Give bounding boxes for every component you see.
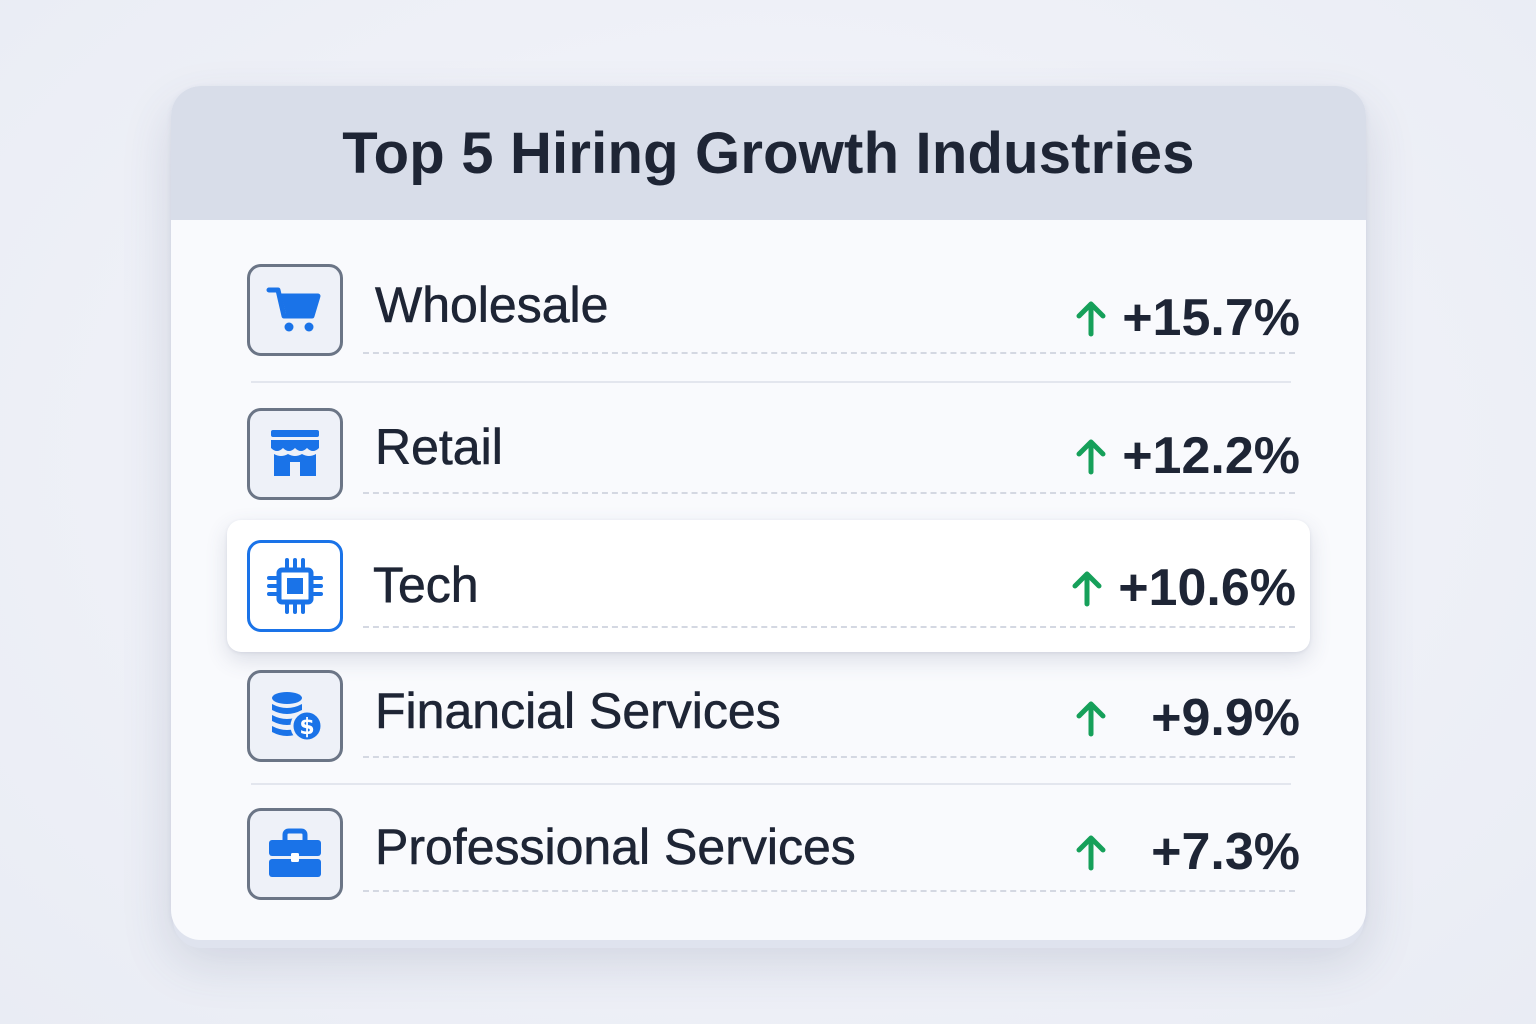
growth-change: +9.9% bbox=[1050, 688, 1300, 748]
row-separator bbox=[251, 381, 1291, 383]
industry-row-financial-services[interactable]: $ Financial Services +9.9% bbox=[227, 662, 1310, 782]
change-value: +12.2% bbox=[1122, 427, 1300, 485]
growth-change: +7.3% bbox=[1050, 822, 1300, 882]
arrow-up-icon bbox=[1076, 301, 1106, 337]
growth-change: +12.2% bbox=[1050, 426, 1300, 486]
card-title: Top 5 Hiring Growth Industries bbox=[342, 120, 1195, 186]
coins-dollar-icon: $ bbox=[247, 670, 343, 762]
row-divider bbox=[363, 890, 1295, 892]
row-divider bbox=[363, 492, 1295, 494]
industry-name: Professional Services bbox=[375, 819, 856, 876]
svg-text:$: $ bbox=[299, 715, 314, 740]
change-value: +15.7% bbox=[1122, 289, 1300, 347]
industry-row-wholesale[interactable]: Wholesale +15.7% bbox=[227, 252, 1310, 372]
storefront-icon bbox=[247, 408, 343, 500]
industry-row-retail[interactable]: Retail +12.2% bbox=[227, 396, 1310, 516]
change-value: +10.6% bbox=[1118, 559, 1296, 617]
arrow-up-icon bbox=[1072, 571, 1102, 607]
row-divider bbox=[363, 626, 1295, 628]
briefcase-icon bbox=[247, 808, 343, 900]
microchip-icon bbox=[247, 540, 343, 632]
shopping-cart-icon bbox=[247, 264, 343, 356]
growth-change: +10.6% bbox=[1046, 558, 1296, 618]
growth-change: +15.7% bbox=[1050, 288, 1300, 348]
row-divider bbox=[363, 352, 1295, 354]
industry-row-professional-services[interactable]: Professional Services +7.3% bbox=[227, 798, 1310, 918]
industry-name: Wholesale bbox=[375, 277, 609, 334]
industries-card: Top 5 Hiring Growth Industries Wholesale… bbox=[171, 86, 1366, 940]
industry-name: Financial Services bbox=[375, 683, 781, 740]
card-header: Top 5 Hiring Growth Industries bbox=[171, 86, 1366, 220]
change-value: +7.3% bbox=[1151, 823, 1300, 881]
arrow-up-icon bbox=[1076, 439, 1106, 475]
industry-row-tech[interactable]: Tech +10.6% bbox=[227, 520, 1310, 652]
industry-name: Tech bbox=[373, 557, 479, 614]
industry-name: Retail bbox=[375, 419, 503, 476]
change-value: +9.9% bbox=[1151, 689, 1300, 747]
arrow-up-icon bbox=[1076, 835, 1106, 871]
row-separator bbox=[251, 783, 1291, 785]
arrow-up-icon bbox=[1076, 701, 1106, 737]
row-divider bbox=[363, 756, 1295, 758]
